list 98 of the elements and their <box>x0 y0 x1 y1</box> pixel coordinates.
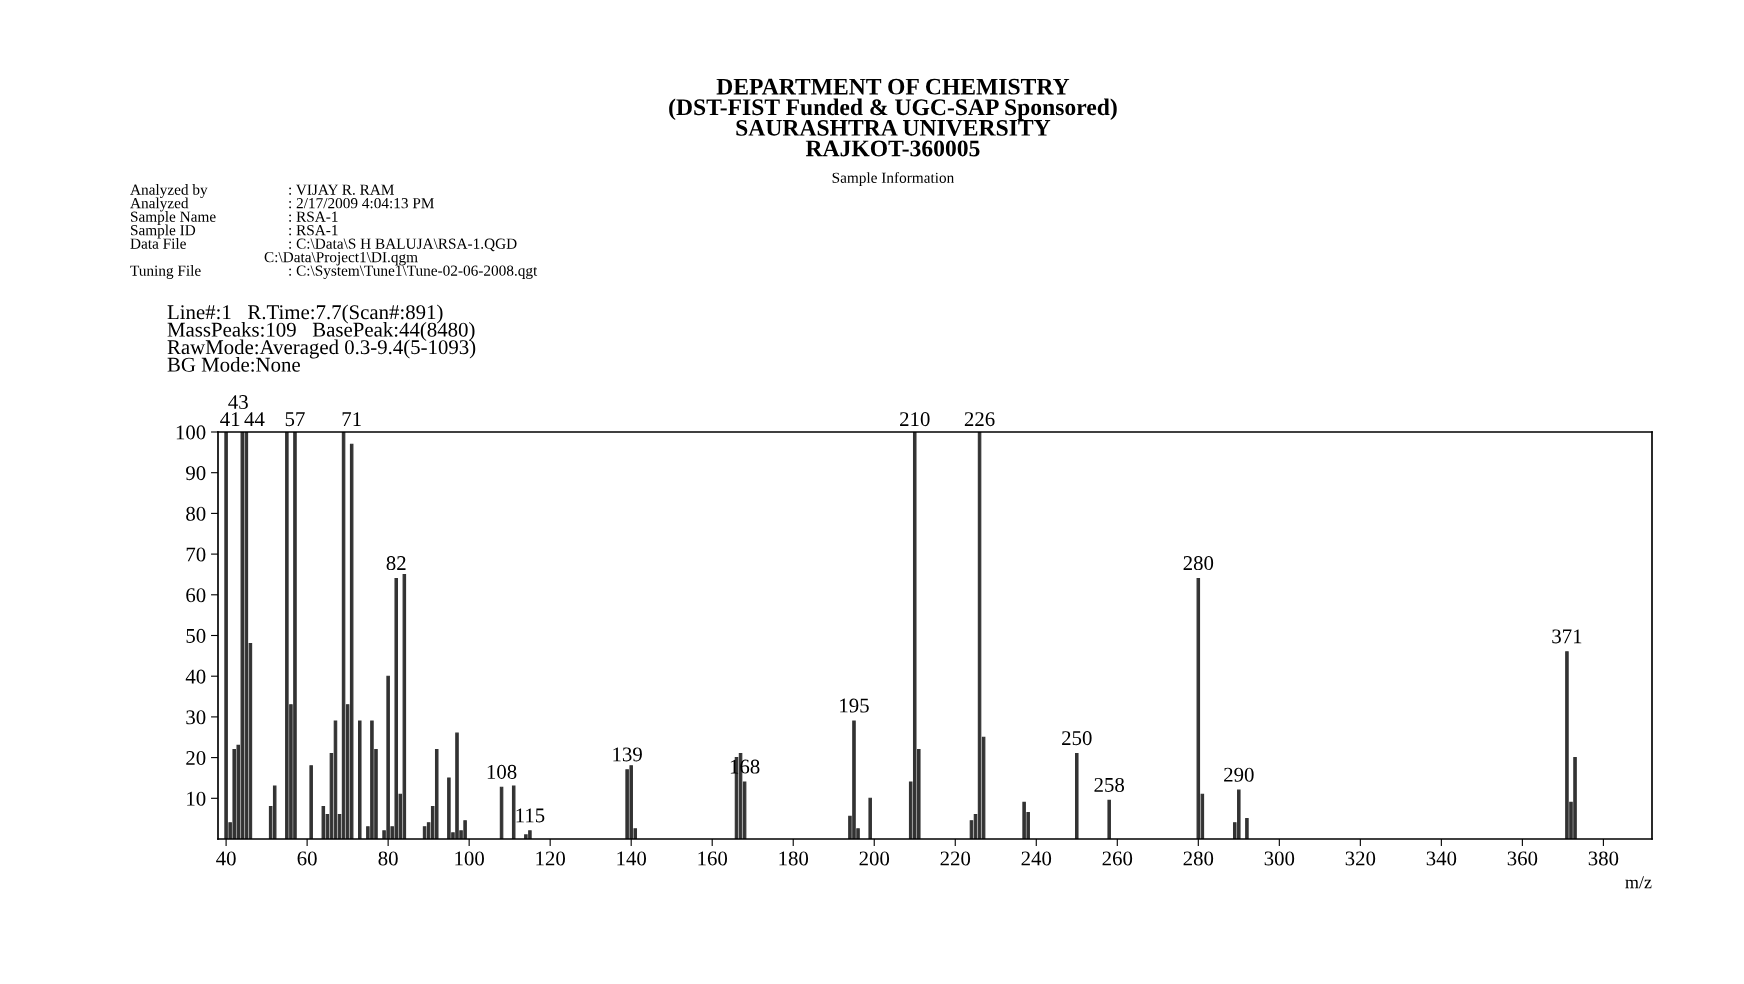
annotation: 44 <box>244 412 265 426</box>
x-tick-label: 120 <box>536 851 565 866</box>
bar <box>224 432 228 839</box>
bar <box>868 797 872 839</box>
x-tick-label: 100 <box>455 851 484 866</box>
x-tick-label: 220 <box>940 851 971 866</box>
annotation: 108 <box>487 764 517 779</box>
x-tick-label: 300 <box>1264 851 1295 866</box>
annotation: 250 <box>1062 731 1092 746</box>
bar <box>511 785 516 839</box>
bar <box>912 432 917 839</box>
y-tick-label: 60 <box>186 588 206 603</box>
text: : RSA-1 <box>289 211 338 222</box>
chart-title: DEPARTMENT OF CHEMISTRY (DST-FIST Funded & UGC-SAP Sponsored) SAURASHTRA UNIVERSITY RAJKOT-360005 <box>669 78 1117 157</box>
x-tick-label: 320 <box>1345 851 1376 866</box>
text: Data File <box>130 238 186 249</box>
annotation: 41 <box>220 412 240 426</box>
chart-subtitle: Sample Information <box>832 172 955 187</box>
y-tick-label: 40 <box>185 669 206 684</box>
bar <box>447 777 451 839</box>
bar <box>852 720 856 839</box>
bar <box>1565 651 1569 839</box>
bar <box>629 765 633 839</box>
text: C:\Data\Project1\DI.qgm <box>264 252 418 266</box>
annotation: 258 <box>1094 777 1125 792</box>
annotation: 115 <box>516 808 545 823</box>
x-tick-label: 280 <box>1183 851 1214 866</box>
bar <box>1107 799 1111 839</box>
annotation: 82 <box>386 556 406 571</box>
x-tick-label: 180 <box>779 851 809 866</box>
bar <box>463 820 467 839</box>
x-axis-title: m/z <box>1625 876 1652 889</box>
bar <box>434 748 439 839</box>
annotation: 280 <box>1183 556 1214 571</box>
x-tick-label: 260 <box>1102 851 1133 866</box>
x-tick-label: 160 <box>698 851 728 866</box>
annotation: 226 <box>964 412 995 427</box>
y-tick-label: 100 <box>176 425 206 440</box>
annotation: 195 <box>840 698 869 713</box>
x-tick-label: 340 <box>1426 851 1457 866</box>
text: : C:\System\Tune1\Tune-02-06-2008.qgt <box>289 265 538 279</box>
text: Sample Name <box>131 211 216 225</box>
bar <box>1196 577 1201 839</box>
bar <box>1075 752 1079 839</box>
y-tick-label: 80 <box>186 506 206 521</box>
annotation: 210 <box>900 412 930 427</box>
text: : 2/17/2009 4:04:13 PM <box>289 198 434 209</box>
annotation: 57 <box>285 412 305 427</box>
text: Sample ID <box>131 224 196 239</box>
x-tick-label: 60 <box>297 851 317 866</box>
bar <box>386 675 390 839</box>
bar <box>625 769 629 839</box>
bar <box>455 732 459 839</box>
bar <box>1245 818 1249 839</box>
text: : C:\Data\S H BALUJA\RSA-1.QGD <box>289 238 517 252</box>
text: Tuning File <box>130 265 201 279</box>
bar <box>402 573 407 839</box>
annotation: 43 <box>228 395 248 410</box>
y-tick-label: 30 <box>186 710 206 725</box>
bar <box>321 805 326 839</box>
x-tick-label: 200 <box>859 851 890 866</box>
text: Analyzed by <box>130 184 208 198</box>
bar <box>272 785 277 839</box>
text: RawMode:Averaged 0.3-9.4(5-1093) <box>167 339 476 359</box>
bar <box>349 443 354 839</box>
annotation: 71 <box>342 412 361 426</box>
bar <box>285 432 289 839</box>
text: BG Mode:None <box>167 357 300 372</box>
bar <box>1573 757 1577 839</box>
x-tick-label: 380 <box>1588 851 1619 866</box>
x-tick-label: 240 <box>1021 851 1052 866</box>
bar <box>240 432 245 839</box>
annotation: 371 <box>1552 629 1582 644</box>
y-tick-label: 20 <box>186 750 206 766</box>
bar <box>232 748 236 839</box>
bar <box>244 432 249 839</box>
x-tick-label: 40 <box>216 851 236 866</box>
annotation: 139 <box>613 747 642 762</box>
y-tick-label: 50 <box>186 628 206 643</box>
x-tick-label: 360 <box>1507 851 1538 866</box>
text: : RSA-1 <box>289 225 338 236</box>
x-tick-label: 140 <box>617 851 647 866</box>
y-tick-label: 10 <box>187 791 206 806</box>
bar <box>370 720 374 839</box>
text: Analyzed <box>130 197 189 212</box>
bar <box>528 830 532 839</box>
bar <box>1022 801 1026 839</box>
bar <box>293 432 297 839</box>
annotation: 290 <box>1224 767 1254 782</box>
y-tick-label: 90 <box>186 466 206 481</box>
x-tick-label: 80 <box>378 851 398 866</box>
text: : VIJAY R. RAM <box>289 184 394 195</box>
bar <box>1237 789 1241 839</box>
bar <box>394 577 399 839</box>
bar <box>358 720 362 839</box>
y-tick-label: 70 <box>186 547 206 562</box>
bar <box>309 765 313 839</box>
bar <box>524 834 528 839</box>
